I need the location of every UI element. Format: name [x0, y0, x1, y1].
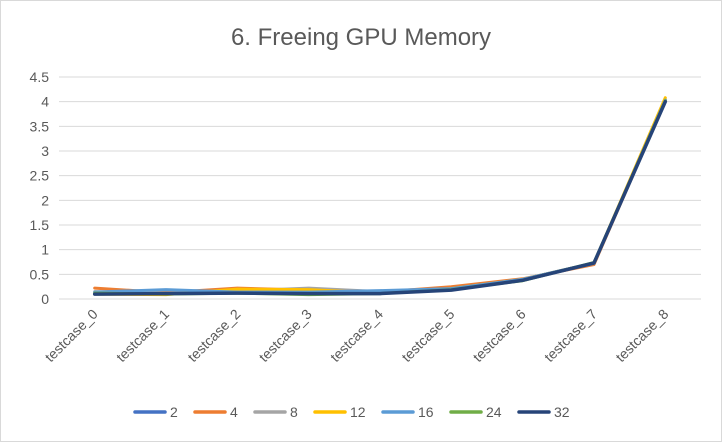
y-tick-label: 3 [41, 143, 49, 159]
legend-label: 12 [350, 404, 366, 420]
x-tick-label: testcase_8 [612, 306, 671, 365]
legend-label: 16 [418, 404, 434, 420]
x-tick-label: testcase_2 [184, 306, 243, 365]
x-tick-label: testcase_4 [327, 306, 386, 365]
x-axis-ticks: testcase_0 testcase_1 testcase_2 testcase_3… [42, 306, 672, 365]
y-tick-label: 3.5 [30, 118, 50, 134]
x-tick-label: testcase_5 [398, 306, 457, 365]
y-axis-ticks: 0 0.5 1 1.5 2 2.5 3 3.5 4 4.5 [30, 69, 50, 307]
series-line-16 [93, 98, 667, 294]
y-tick-label: 4 [41, 94, 49, 110]
legend-label: 2 [170, 404, 178, 420]
legend-label: 32 [554, 404, 570, 420]
legend-label: 24 [486, 404, 502, 420]
x-tick-label: testcase_1 [113, 306, 172, 365]
x-tick-label: testcase_0 [42, 306, 101, 365]
x-tick-label: testcase_6 [470, 306, 529, 365]
y-tick-label: 1.5 [30, 217, 50, 233]
y-tick-label: 0 [41, 291, 49, 307]
series-line-4 [93, 99, 667, 295]
legend-item-32: 32 [517, 404, 570, 420]
legend-item-8: 8 [253, 404, 298, 420]
series-line-2 [93, 98, 667, 295]
y-tick-label: 2 [41, 192, 49, 208]
gridlines [59, 76, 701, 300]
series-line-32 [92, 99, 668, 296]
legend-label: 4 [230, 404, 238, 420]
legend-item-16: 16 [381, 404, 434, 420]
series-lines [92, 96, 668, 297]
chart-title: 6. Freeing GPU Memory [231, 24, 491, 51]
legend-item-24: 24 [449, 404, 502, 420]
legend-item-12: 12 [313, 404, 366, 420]
y-tick-label: 0.5 [30, 266, 50, 282]
x-tick-label: testcase_3 [256, 306, 315, 365]
legend-item-4: 4 [193, 404, 238, 420]
y-tick-label: 4.5 [30, 69, 50, 85]
x-tick-label: testcase_7 [541, 306, 600, 365]
legend-label: 8 [290, 404, 298, 420]
y-tick-label: 1 [41, 242, 49, 258]
legend-item-2: 2 [133, 404, 178, 420]
legend: 2 4 8 12 16 24 32 [133, 404, 570, 420]
y-tick-label: 2.5 [30, 168, 50, 184]
series-line-8 [93, 97, 667, 295]
